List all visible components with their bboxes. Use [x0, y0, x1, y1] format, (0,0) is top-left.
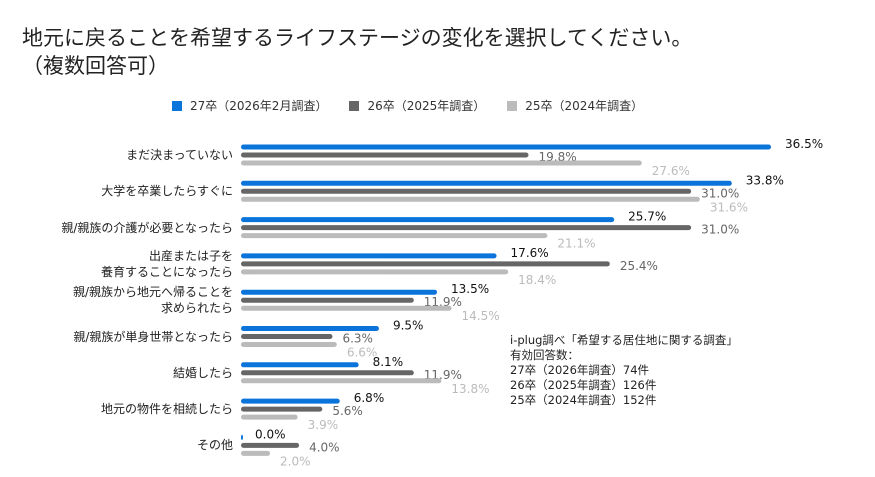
data-label: 6.3%: [342, 332, 373, 346]
data-label: 27.6%: [652, 164, 690, 178]
category-label: 親/親族が単身世帯となったら: [73, 329, 233, 344]
legend-swatch: [172, 100, 182, 111]
data-label: 25.4%: [620, 259, 658, 273]
bar: [241, 225, 692, 231]
note-line: 26卒（2025年調査）126件: [510, 378, 657, 392]
data-label: 31.0%: [701, 186, 739, 200]
category-label: 大学を卒業したらすぐに: [101, 184, 233, 199]
note-line: 27卒（2026年調査）74件: [510, 363, 650, 377]
legend-swatch: [349, 100, 360, 111]
data-label: 9.5%: [393, 319, 424, 333]
bar: [241, 160, 642, 166]
data-label: 6.6%: [347, 346, 378, 360]
bar: [241, 450, 271, 456]
category-label: まだ決まっていない: [126, 148, 233, 162]
data-label: 0.0%: [255, 427, 286, 441]
bar: [241, 188, 692, 194]
data-label: 13.5%: [451, 282, 489, 296]
bar: [241, 196, 700, 202]
bar: [241, 362, 359, 368]
data-label: 36.5%: [785, 137, 823, 151]
bar: [241, 342, 337, 347]
bar: [241, 398, 340, 404]
category-label: その他: [196, 438, 233, 453]
legend-item-26: 26卒（2025年調査）: [349, 97, 485, 114]
bar: [241, 370, 414, 376]
legend-label: 25卒（2024年調査）: [525, 99, 644, 113]
data-label: 17.6%: [511, 246, 549, 260]
bar: [241, 261, 610, 267]
bar: [241, 442, 300, 448]
bar: [241, 144, 771, 150]
data-label: 14.5%: [462, 309, 500, 323]
category-label: 親/親族の介護が必要となったら: [61, 220, 233, 235]
bar: [241, 326, 379, 331]
bar: [241, 152, 529, 158]
data-label: 8.1%: [373, 355, 404, 369]
category-label: 親/親族から地元へ帰ることを 求められたら: [72, 285, 233, 316]
bar: [241, 269, 509, 275]
data-label: 18.4%: [518, 273, 556, 287]
legend-label: 27卒（2026年2月調査）: [190, 99, 328, 113]
data-label: 4.0%: [309, 440, 340, 454]
data-label: 31.0%: [701, 223, 739, 237]
legend-swatch: [507, 100, 518, 111]
bar: [241, 297, 414, 303]
legend-item-25: 25卒（2024年調査）: [507, 97, 643, 114]
bar: [241, 406, 323, 412]
chart-title-line-2: （複数回答可）: [22, 54, 169, 78]
bar: [241, 180, 732, 186]
data-label: 21.1%: [557, 237, 595, 251]
legend-item-27: 27卒（2026年2月調査）: [172, 97, 327, 114]
bar: [241, 434, 243, 440]
data-label: 13.8%: [451, 382, 489, 396]
note-line: i-plug調べ「希望する居住地に関する調査」: [510, 333, 738, 347]
bar: [241, 378, 442, 384]
category-label: 結婚したら: [172, 365, 233, 380]
legend: 27卒（2026年2月調査） 26卒（2025年調査） 25卒（2024年調査）: [172, 97, 643, 114]
data-label: 6.8%: [354, 391, 385, 405]
data-label: 33.8%: [746, 173, 784, 187]
category-label: 出産または子を 養育することになったら: [100, 248, 233, 279]
chart-title-line-1: 地元に戻ることを希望するライフステージの変化を選択してください。: [22, 26, 693, 50]
data-label: 3.9%: [308, 418, 339, 432]
data-label: 5.6%: [332, 404, 363, 418]
bar: [241, 217, 615, 223]
data-label: 25.7%: [628, 210, 666, 224]
source-note: i-plug調べ「希望する居住地に関する調査」 有効回答数： 27卒（2026年…: [510, 333, 738, 408]
bar: [241, 289, 438, 295]
bar: [241, 414, 298, 420]
data-label: 31.6%: [710, 200, 748, 214]
note-line: 25卒（2024年調査）152件: [510, 393, 657, 407]
bar: [241, 253, 497, 259]
bar: [241, 233, 548, 239]
bar: [241, 305, 452, 311]
bar: [241, 334, 333, 339]
note-line: 有効回答数：: [510, 348, 579, 362]
legend-label: 26卒（2025年調査）: [367, 99, 486, 113]
category-label: 地元の物件を相続したら: [100, 402, 233, 417]
data-label: 2.0%: [280, 454, 311, 468]
